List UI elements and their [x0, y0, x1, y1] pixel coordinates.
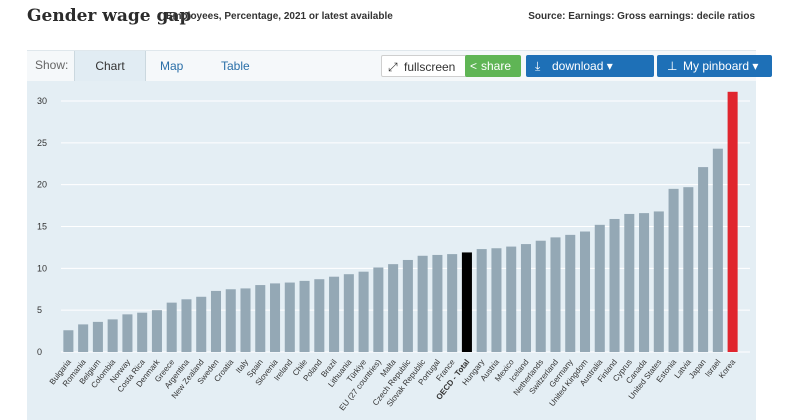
y-tick-label: 15	[37, 222, 47, 232]
bar	[520, 244, 531, 352]
share-icon: <	[470, 59, 478, 73]
bar	[476, 249, 487, 352]
bar	[240, 288, 251, 352]
bar	[299, 280, 310, 352]
bar	[447, 254, 458, 352]
bar	[329, 276, 340, 352]
header: Gender wage gap Employees, Percentage, 2…	[0, 0, 800, 40]
chart-subtitle: Employees, Percentage, 2021 or latest av…	[166, 11, 393, 22]
bar	[402, 259, 413, 352]
bar	[506, 246, 517, 352]
pinboard-button[interactable]: ⊥ My pinboard ▾	[657, 55, 772, 77]
pin-icon: ⊥	[667, 59, 678, 73]
bar	[225, 289, 236, 352]
x-tick-label: Korea	[717, 357, 738, 380]
bar	[668, 188, 679, 352]
bar	[698, 167, 709, 352]
bar	[107, 319, 118, 352]
tab-map[interactable]: Map	[160, 59, 184, 73]
x-tick-label: Japan	[687, 358, 708, 381]
y-tick-label: 0	[37, 347, 42, 357]
bar	[491, 248, 502, 352]
bar	[210, 290, 222, 352]
page-title: Gender wage gap	[27, 6, 192, 26]
y-tick-label: 25	[37, 138, 47, 148]
share-label: share	[481, 59, 512, 73]
bar	[314, 279, 325, 352]
bar	[196, 296, 207, 352]
y-tick-label: 10	[37, 263, 47, 273]
toolbar: Show: Chart Map Table ⤢ fullscreen < sha…	[27, 50, 772, 82]
bar	[417, 255, 428, 352]
bar	[653, 211, 664, 352]
bar	[550, 237, 561, 352]
fullscreen-button[interactable]: ⤢ fullscreen	[381, 55, 487, 77]
bar	[166, 302, 177, 352]
bar	[122, 314, 133, 352]
bar	[388, 264, 399, 352]
expand-icon: ⤢	[388, 60, 398, 74]
bar	[639, 213, 650, 352]
bar	[358, 271, 369, 352]
download-label: download ▾	[552, 59, 613, 73]
bar	[624, 213, 635, 352]
bar	[151, 310, 162, 352]
bar	[63, 330, 74, 352]
bar-chart: 051015202530BulgariaRomaniaBelgiumColomb…	[37, 91, 750, 412]
bar	[92, 321, 103, 352]
tab-chart[interactable]: Chart	[74, 51, 146, 81]
chart-area: 0 5 10 15 20 25 30 Bulgaria Romania Belgium Colomb…	[27, 81, 756, 420]
bar	[137, 312, 148, 352]
bar	[270, 283, 281, 352]
bar	[284, 282, 295, 352]
download-button[interactable]: ⤓ download ▾	[526, 55, 654, 77]
pinboard-label: My pinboard ▾	[683, 59, 759, 73]
y-tick-label: 5	[37, 305, 42, 315]
bar	[181, 299, 192, 352]
bar	[535, 240, 546, 352]
share-button[interactable]: < share	[465, 55, 521, 77]
bar	[565, 234, 576, 352]
y-tick-label: 30	[37, 96, 47, 106]
fullscreen-label: fullscreen	[404, 60, 456, 74]
bar	[727, 91, 738, 353]
bar	[255, 285, 266, 352]
bar	[683, 187, 694, 352]
tab-table[interactable]: Table	[221, 59, 250, 73]
bar	[432, 254, 443, 352]
bar	[579, 231, 591, 352]
y-tick-label: 20	[37, 180, 47, 190]
bar	[78, 324, 89, 352]
bar	[609, 218, 620, 352]
source-note: Source: Earnings: Gross earnings: decile…	[528, 11, 755, 22]
show-label: Show:	[35, 58, 69, 72]
bar	[712, 148, 723, 352]
download-icon: ⤓	[535, 59, 541, 73]
bar	[373, 267, 384, 352]
bar	[594, 224, 605, 352]
bar	[461, 252, 472, 352]
bar	[343, 274, 354, 352]
